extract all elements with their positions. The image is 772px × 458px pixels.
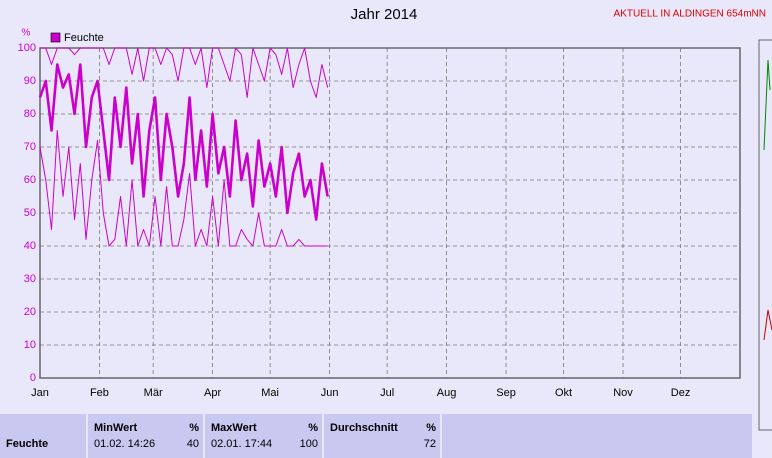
x-tick-label: Jul [380,387,394,399]
y-tick-label: 90 [24,75,36,87]
y-tick-label: 20 [24,306,36,318]
cell-value: 72 [424,438,436,450]
x-tick-label: Jan [31,387,49,399]
y-tick-label: 30 [24,273,36,285]
y-tick-label: 10 [24,339,36,351]
x-tick-label: Mär [144,387,163,399]
legend-swatch [50,32,61,43]
x-tick-label: Sep [496,387,516,399]
column-title: MinWert [94,422,138,434]
y-tick-label: 0 [30,372,36,384]
y-tick-label: 40 [24,240,36,252]
x-tick-label: Dez [671,387,691,399]
x-tick-label: Aug [437,387,457,399]
y-tick-label: 100 [18,42,36,54]
row-label: Feuchte [6,438,48,450]
x-tick-label: Okt [555,387,572,399]
chart-title: Jahr 2014 [351,6,418,23]
x-tick-label: Feb [90,387,109,399]
table-cell [205,414,322,458]
legend-label: Feuchte [64,32,104,44]
table-cell [0,414,86,458]
plot-frame [39,47,741,379]
y-tick-label: 70 [24,141,36,153]
y-tick-label: 50 [24,207,36,219]
side-sparkline [763,309,772,341]
y-tick-label: 60 [24,174,36,186]
column-title: MaxWert [211,422,257,434]
series-line [39,130,328,247]
column-unit: % [308,422,318,434]
table-cell [442,414,752,458]
column-title: Durchschnitt [330,422,398,434]
x-tick-label: Apr [204,387,221,399]
series-line [38,63,329,221]
cell-value: 100 [300,438,318,450]
table-cell [324,414,440,458]
cell-value: 40 [187,438,199,450]
series-line [40,47,329,98]
side-sparkline [763,59,771,151]
y-unit: % [22,28,31,39]
x-tick-label: Jun [321,387,339,399]
cell-time: 01.02. 14:26 [94,438,155,450]
column-unit: % [426,422,436,434]
cell-time: 02.01. 17:44 [211,438,272,450]
table-cell [88,414,203,458]
column-unit: % [189,422,199,434]
annotation: AKTUELL IN ALDINGEN 654mNN [614,9,766,20]
y-tick-label: 80 [24,108,36,120]
x-tick-label: Mai [261,387,279,399]
x-tick-label: Nov [613,387,633,399]
side-panel [758,39,772,431]
